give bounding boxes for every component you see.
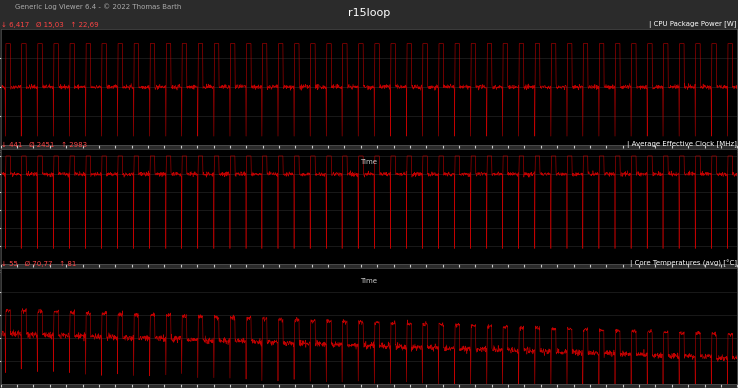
Text: Time: Time (360, 278, 378, 284)
Text: ↓ 55   Ø 70,77   ↑ 81: ↓ 55 Ø 70,77 ↑ 81 (1, 261, 77, 267)
Text: ↓ 441   Ø 2451   ↑ 2983: ↓ 441 Ø 2451 ↑ 2983 (1, 142, 88, 147)
Text: | Average Effective Clock [MHz]: | Average Effective Clock [MHz] (627, 140, 737, 147)
Text: Time: Time (360, 159, 378, 165)
Text: | CPU Package Power [W]: | CPU Package Power [W] (649, 21, 737, 28)
Text: | Core Temperatures (avg) [°C]: | Core Temperatures (avg) [°C] (630, 260, 737, 267)
Text: ↓ 6,417   Ø 15,03   ↑ 22,69: ↓ 6,417 Ø 15,03 ↑ 22,69 (1, 22, 99, 28)
Text: r15loop: r15loop (348, 8, 390, 17)
Text: Generic Log Viewer 6.4 - © 2022 Thomas Barth: Generic Log Viewer 6.4 - © 2022 Thomas B… (15, 3, 181, 10)
